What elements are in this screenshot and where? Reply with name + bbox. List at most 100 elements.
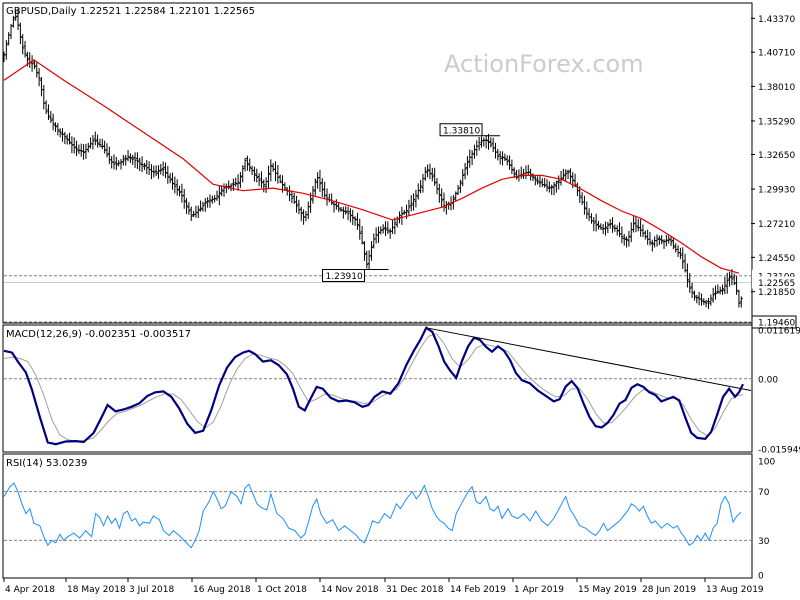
price-tick-label: 1.24550	[758, 254, 795, 264]
price-bar	[678, 247, 682, 260]
price-bar	[650, 239, 654, 252]
price-bar	[86, 142, 90, 153]
price-bar	[723, 276, 727, 295]
price-bar	[341, 206, 345, 219]
price-bar	[433, 167, 437, 186]
price-bar	[185, 198, 189, 214]
price-bar	[566, 169, 570, 179]
price-bar	[44, 100, 48, 115]
price-bar	[454, 191, 458, 202]
price-bar	[103, 140, 107, 154]
price-bar	[199, 200, 203, 212]
price-bar	[557, 175, 561, 190]
price-bar	[320, 178, 324, 197]
price-bar	[168, 173, 172, 184]
price-bar	[302, 209, 306, 225]
price-bar	[75, 140, 79, 157]
price-bar	[515, 170, 519, 180]
price-bar	[409, 195, 413, 212]
price-bar	[309, 192, 313, 213]
x-tick-label: 15 May 2019	[578, 585, 637, 595]
rsi-tick-label: 30	[758, 537, 770, 547]
price-bar	[728, 271, 732, 287]
price-bar	[178, 185, 182, 197]
price-bar	[70, 136, 74, 154]
price-bar	[65, 134, 69, 145]
price-bar	[9, 24, 13, 40]
price-bar	[510, 159, 514, 175]
price-bar	[311, 185, 315, 204]
price-bar	[58, 128, 62, 138]
price-panel-frame	[2, 2, 753, 324]
rsi-tick-label: 100	[758, 458, 775, 468]
price-bar	[512, 167, 516, 179]
price-bar	[437, 183, 441, 203]
price-bar	[35, 62, 39, 78]
price-bar	[592, 217, 596, 232]
price-annotation: 1.33810	[439, 123, 501, 137]
price-bar	[622, 233, 626, 246]
price-bar	[699, 293, 703, 306]
price-bar	[325, 188, 329, 206]
price-bar	[166, 165, 170, 184]
rsi-title: RSI(14) 53.0239	[6, 458, 87, 469]
macd-tick-label: -0.015949	[758, 446, 800, 456]
price-bar	[470, 150, 474, 166]
price-bar	[688, 273, 692, 293]
price-bar	[171, 172, 175, 190]
price-bar	[131, 154, 135, 165]
price-bar	[23, 40, 27, 58]
price-bar	[241, 165, 245, 183]
price-bar	[714, 285, 718, 300]
rsi-tick-label: 70	[758, 488, 770, 498]
price-bar	[222, 183, 226, 197]
price-bar	[634, 217, 638, 233]
price-bar	[18, 22, 22, 44]
price-bar	[711, 287, 715, 303]
price-bar	[187, 202, 191, 215]
rsi-tick-label: 0	[758, 572, 764, 582]
price-bar	[93, 131, 97, 146]
price-bar	[344, 206, 348, 215]
price-bar	[538, 175, 542, 188]
annotation-label: 1.23910	[326, 272, 363, 282]
price-level-label: 1.19460	[758, 319, 795, 329]
price-bar	[14, 9, 18, 22]
price-bar	[112, 154, 116, 170]
price-bar	[529, 168, 533, 181]
price-bar	[596, 220, 600, 230]
price-bar	[126, 150, 130, 162]
price-tick-label: 1.32650	[758, 151, 795, 161]
price-bar	[384, 221, 388, 237]
price-bar	[51, 113, 55, 131]
price-bar	[56, 123, 60, 136]
x-tick-label: 16 Aug 2018	[193, 585, 251, 595]
price-bar	[142, 162, 146, 171]
macd-tick-label: 0.011619	[758, 327, 800, 337]
price-bar	[393, 217, 397, 235]
price-bar	[159, 164, 163, 175]
price-bar	[398, 211, 402, 224]
price-bar	[220, 185, 224, 197]
price-bar	[346, 206, 350, 221]
price-bar	[681, 247, 685, 269]
price-bar	[503, 153, 507, 162]
price-bar	[683, 253, 687, 273]
price-bar	[53, 122, 57, 133]
price-bar	[533, 175, 537, 186]
price-bar	[414, 189, 418, 208]
price-bar	[594, 213, 598, 232]
annotation-label: 1.33810	[443, 126, 480, 136]
price-bar	[269, 159, 273, 182]
price-bar	[358, 218, 362, 240]
price-bar	[217, 185, 221, 206]
price-bar	[426, 164, 430, 178]
rsi-layer: 100 70 30 0	[3, 458, 775, 582]
price-level-box	[751, 315, 797, 329]
price-tick-label: 1.38010	[758, 83, 795, 93]
price-bar	[91, 134, 95, 150]
price-bar	[369, 241, 373, 261]
price-bar	[419, 180, 423, 194]
price-bar	[124, 154, 128, 166]
